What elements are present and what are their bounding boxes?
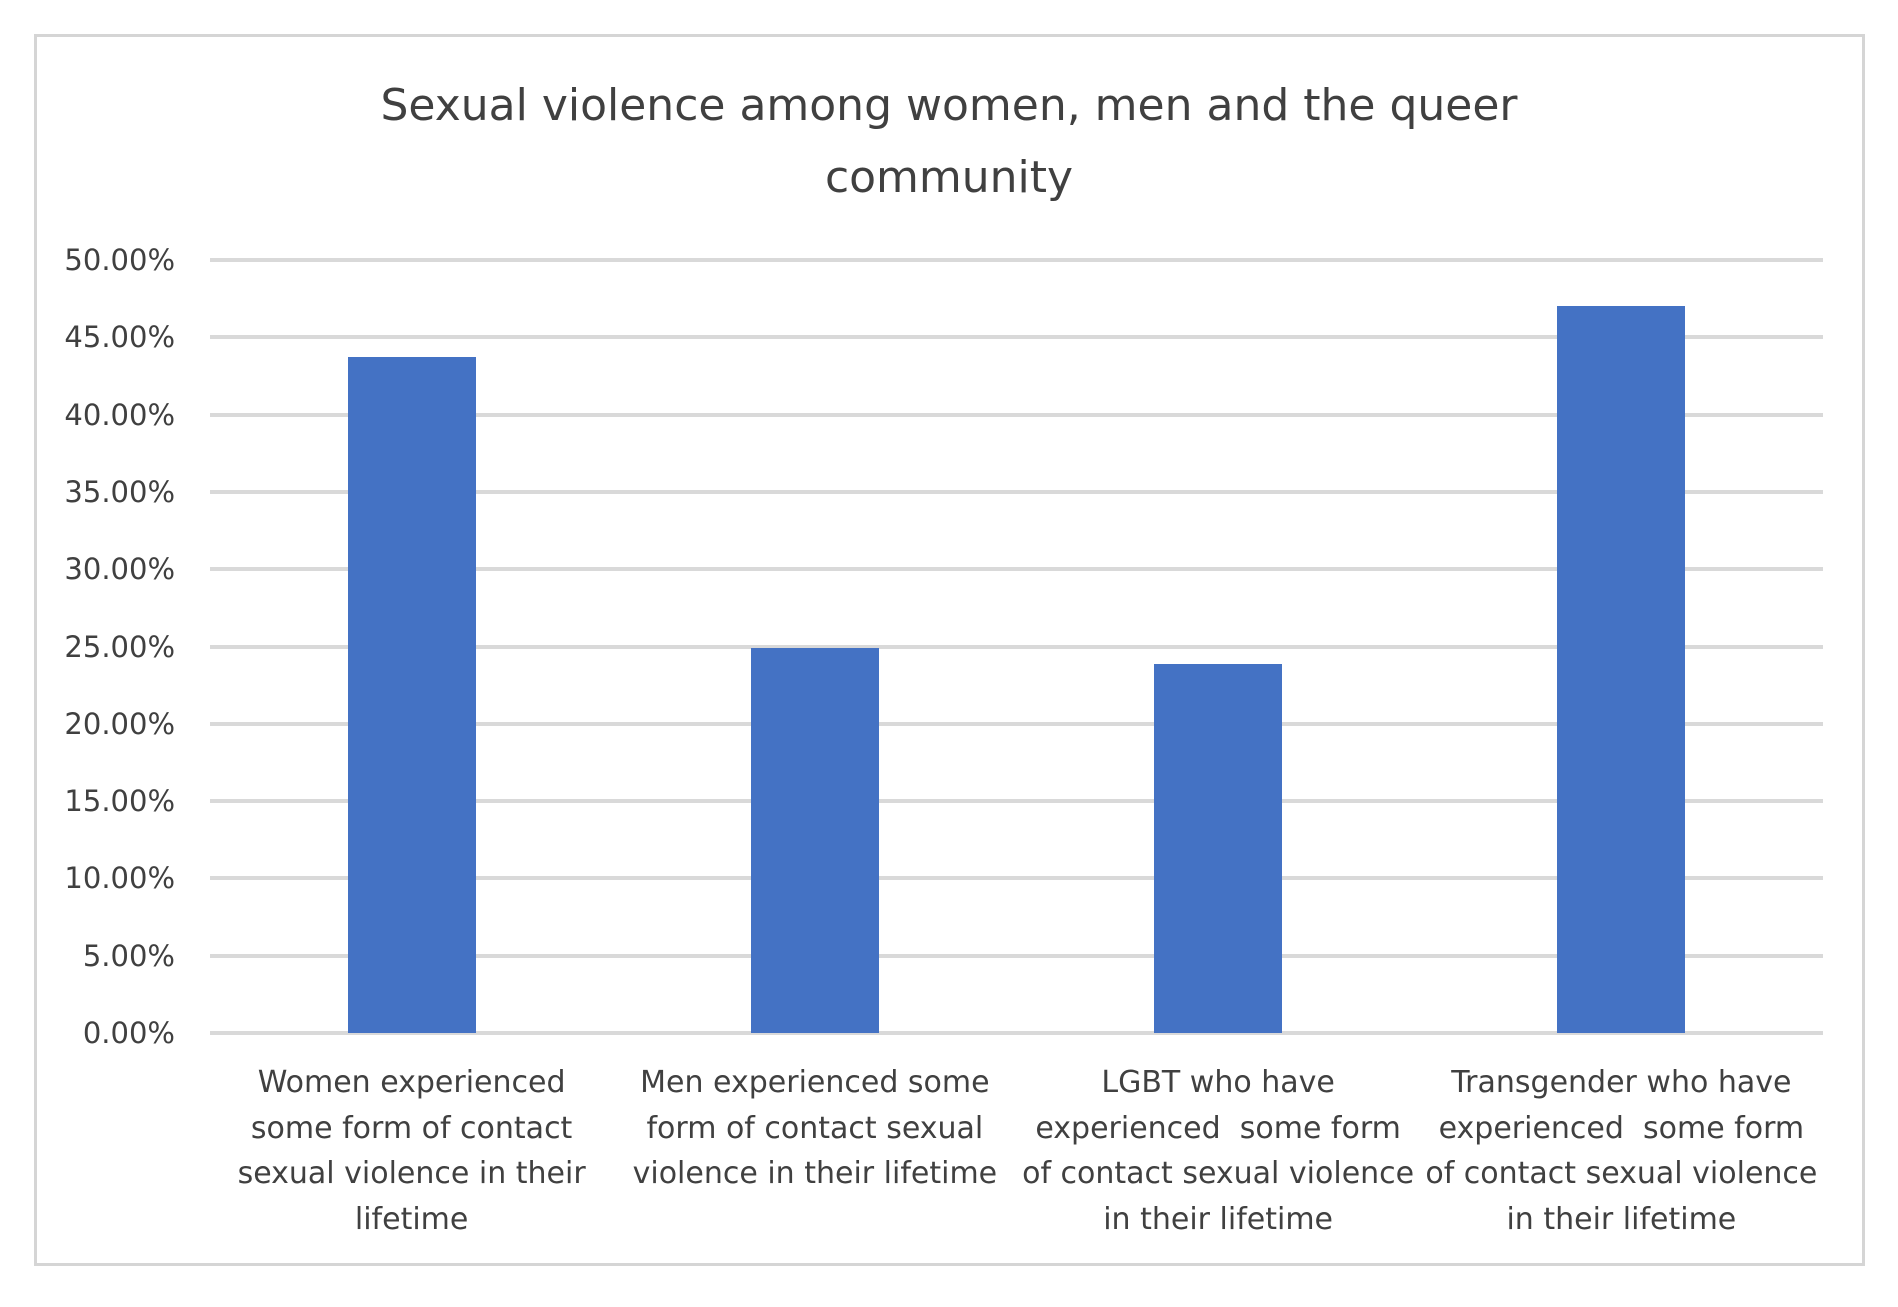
gridline xyxy=(210,721,1823,726)
y-tick-label: 40.00% xyxy=(64,397,175,432)
y-tick-label: 15.00% xyxy=(64,784,175,819)
x-category-label-line: Men experienced some xyxy=(640,1065,990,1100)
bar-0 xyxy=(347,357,476,1033)
gridline xyxy=(210,644,1823,649)
y-tick-label: 0.00% xyxy=(82,1016,175,1050)
x-category-label-line: experienced some form xyxy=(1438,1110,1805,1146)
chart-title-line-1: Sexual violence among women, men and the… xyxy=(380,80,1518,131)
x-category-label-line: LGBT who have xyxy=(1101,1065,1335,1100)
y-tick-label: 35.00% xyxy=(64,474,175,509)
gridline xyxy=(210,953,1823,958)
y-tick-label: 25.00% xyxy=(64,629,175,664)
x-category-label-line: of contact sexual violence xyxy=(1425,1156,1818,1191)
x-category-label-line: lifetime xyxy=(354,1201,469,1237)
y-tick-label: 20.00% xyxy=(64,706,175,741)
x-category-label-line: in their lifetime xyxy=(1506,1201,1737,1237)
x-category-label-line: of contact sexual violence xyxy=(1022,1156,1415,1191)
y-tick-label: 50.00% xyxy=(64,243,175,277)
x-category-label-line: sexual violence in their xyxy=(237,1156,586,1191)
x-category-label-line: Transgender who have xyxy=(1451,1065,1792,1100)
x-category-label-line: experienced some form xyxy=(1035,1110,1401,1146)
x-category-label-line: Women experienced xyxy=(257,1065,566,1100)
gridline xyxy=(210,876,1823,881)
chart-title-line-2: community xyxy=(824,152,1074,203)
gridline xyxy=(210,567,1823,572)
gridline xyxy=(210,335,1823,340)
y-tick-label: 45.00% xyxy=(64,320,175,355)
chart-title: Sexual violence among women, men and the… xyxy=(0,70,1898,214)
gridline xyxy=(210,1031,1823,1035)
x-category-label-line: form of contact sexual xyxy=(646,1110,984,1146)
y-tick-label: 10.00% xyxy=(64,861,175,896)
x-category-label: LGBT who have experienced some form of con… xyxy=(1013,1060,1423,1242)
y-tick-label: 30.00% xyxy=(64,552,175,587)
x-category-label-line: in their lifetime xyxy=(1103,1201,1334,1237)
gridline xyxy=(210,799,1823,804)
gridline xyxy=(210,489,1823,494)
gridline xyxy=(210,258,1823,262)
bar-2 xyxy=(1154,663,1283,1033)
x-category-label-line: violence in their lifetime xyxy=(632,1156,998,1191)
bar-1 xyxy=(750,648,879,1033)
x-category-label: Men experienced some form of contact sexu… xyxy=(610,1060,1020,1197)
y-tick-label: 5.00% xyxy=(82,938,175,973)
x-category-label-line: some form of contact xyxy=(250,1110,573,1146)
x-category-label: Transgender who have experienced some for… xyxy=(1416,1060,1826,1242)
gridline xyxy=(210,412,1823,417)
bar-3 xyxy=(1557,306,1686,1033)
x-category-label: Women experienced some form of contact sex… xyxy=(207,1060,617,1242)
